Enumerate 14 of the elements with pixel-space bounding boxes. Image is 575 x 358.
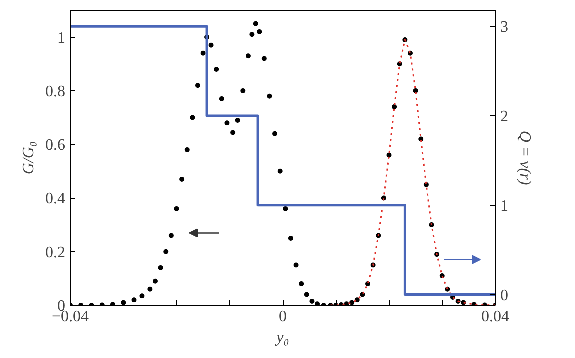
y2-tick-label: 1	[500, 198, 508, 215]
y-tick-label: 1	[58, 30, 66, 47]
y-tick-label: 0.2	[46, 244, 66, 262]
y2-tick-label: 3	[500, 19, 508, 36]
y-tick-label: 0.6	[46, 137, 66, 154]
x-tick-label: 0	[279, 308, 287, 326]
y-tick-label: 0.8	[46, 83, 66, 100]
y2-tick-label: 2	[500, 108, 508, 126]
x-tick-label: 0.04	[482, 308, 510, 326]
y2-tick-label: 0	[500, 287, 508, 304]
y2-axis-title: Q = ν(r)	[516, 130, 534, 186]
x-axis-title: y₀	[274, 330, 290, 346]
y-tick-label: 0.4	[46, 190, 66, 208]
y-axis-title: G/G₀	[20, 141, 38, 175]
